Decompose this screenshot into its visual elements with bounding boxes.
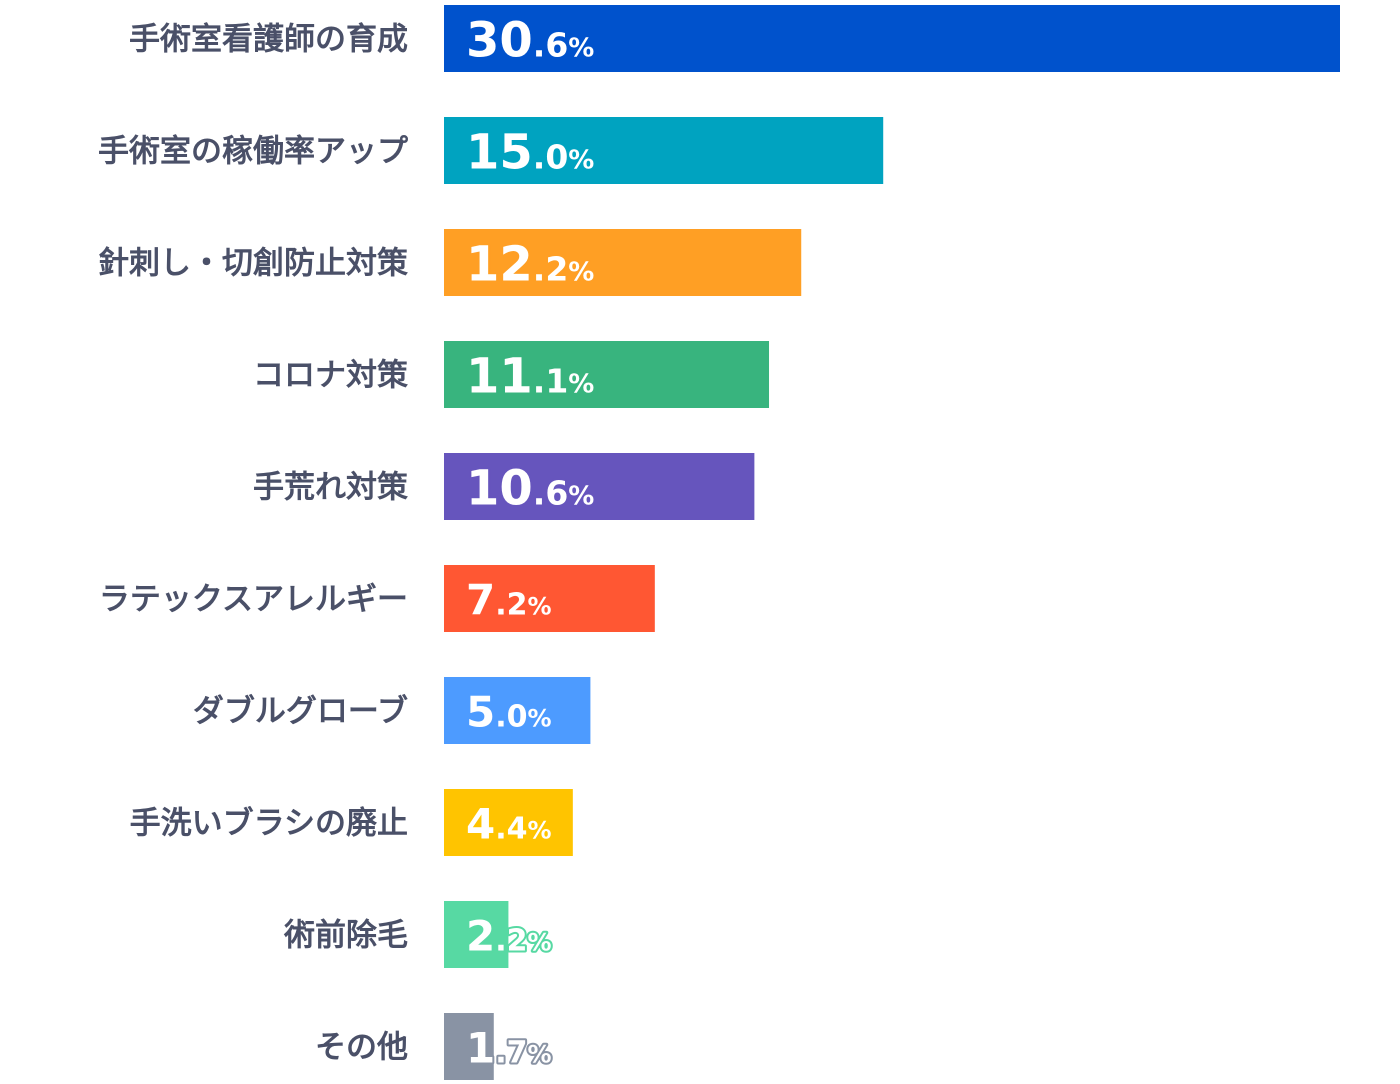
bar xyxy=(444,453,755,520)
bar xyxy=(444,565,655,632)
value-label: 1.7% xyxy=(466,1024,552,1073)
bar xyxy=(444,229,802,296)
bar xyxy=(444,677,591,744)
value-label: 7.2% xyxy=(466,576,552,625)
value-label: 15.0% xyxy=(466,125,594,181)
category-label: その他 xyxy=(315,1030,408,1066)
category-label: 術前除毛 xyxy=(283,918,408,954)
category-label: 針刺し・切創防止対策 xyxy=(98,246,408,282)
bar xyxy=(444,1013,494,1080)
value-label: 2.2% xyxy=(466,912,552,961)
category-label: 手術室の稼働率アップ xyxy=(98,134,409,170)
bar xyxy=(444,341,770,408)
category-label: 手術室看護師の育成 xyxy=(129,22,408,58)
value-label: 30.6% xyxy=(466,13,594,69)
category-label: コロナ対策 xyxy=(253,358,408,394)
category-label: 手洗いブラシの廃止 xyxy=(130,806,408,842)
value-label: 10.6% xyxy=(466,461,594,517)
category-label: ラテックスアレルギー xyxy=(99,582,408,618)
category-label: ダブルグローブ xyxy=(193,694,408,730)
category-label: 手荒れ対策 xyxy=(253,470,408,506)
bar xyxy=(444,789,573,856)
value-label: 4.4% xyxy=(466,800,552,849)
value-label: 11.1% xyxy=(466,349,594,405)
value-label: 12.2% xyxy=(466,237,594,293)
value-label: 5.0% xyxy=(466,688,552,737)
bar xyxy=(444,5,1340,72)
bar xyxy=(444,117,884,184)
bar xyxy=(444,901,509,968)
